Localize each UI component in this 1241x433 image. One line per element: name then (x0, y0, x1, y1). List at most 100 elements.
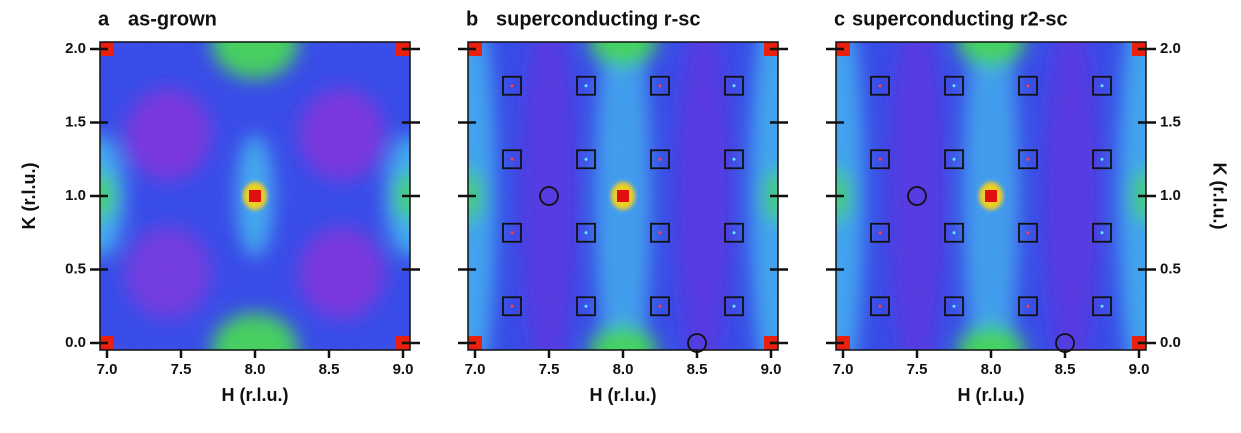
square-marker (870, 222, 890, 243)
y-tick-label: 0.5 (1160, 260, 1181, 277)
marker-dot (584, 84, 588, 88)
peak (985, 190, 997, 202)
square-marker (944, 75, 964, 96)
circle-marker (539, 186, 559, 206)
marker-dot (510, 84, 514, 88)
square-marker (650, 296, 670, 317)
square-marker (944, 222, 964, 243)
x-tick-label: 8.0 (613, 361, 634, 378)
marker-dot (732, 84, 736, 88)
panel-letter: a (98, 8, 110, 30)
panel-title: superconducting r2-sc (852, 8, 1068, 30)
marker-dot (658, 231, 662, 235)
marker-dot (1026, 231, 1030, 235)
square-marker (724, 296, 744, 317)
heatmap (836, 42, 1146, 350)
marker-dot (952, 84, 956, 88)
y-tick-label: 0.0 (1160, 334, 1181, 351)
square-marker (502, 296, 522, 317)
square-marker (1018, 75, 1038, 96)
y-tick-label: 2.0 (1160, 40, 1181, 57)
y-tick-label: 1.0 (65, 187, 86, 204)
square-marker (1018, 149, 1038, 170)
square-marker (1092, 222, 1112, 243)
marker-dot (510, 157, 514, 161)
x-tick-label: 9.0 (1129, 361, 1150, 378)
marker-dot (1100, 304, 1104, 308)
square-marker (944, 296, 964, 317)
y-tick-label: 1.5 (1160, 113, 1181, 130)
square-marker (502, 222, 522, 243)
panel: 7.0 7.5 8.0 8.5 9.0 0.0 0.5 1.0 1.5 2.0 H (r.l.u.)… (826, 8, 1229, 405)
panel-title: superconducting r-sc (496, 8, 700, 30)
marker-dot (732, 231, 736, 235)
x-tick-label: 9.0 (761, 361, 782, 378)
marker-dot (878, 157, 882, 161)
square-marker (576, 149, 596, 170)
x-axis-label: H (r.l.u.) (958, 385, 1025, 405)
x-tick-label: 7.5 (907, 361, 928, 378)
square-marker (944, 149, 964, 170)
peak (617, 190, 629, 202)
square-marker (724, 222, 744, 243)
x-tick-label: 7.0 (465, 361, 486, 378)
marker-dot (878, 304, 882, 308)
panel-letter: b (466, 8, 478, 30)
x-tick-label: 7.5 (539, 361, 560, 378)
square-marker (502, 149, 522, 170)
x-tick-label: 7.0 (97, 361, 118, 378)
y-tick-label: 0.5 (65, 260, 86, 277)
square-marker (870, 75, 890, 96)
square-marker (1092, 75, 1112, 96)
y-tick-label: 0.0 (65, 334, 86, 351)
square-marker (1018, 296, 1038, 317)
square-marker (1092, 296, 1112, 317)
x-tick-label: 8.5 (1055, 361, 1076, 378)
y-axis-label: K (r.l.u.) (1209, 163, 1229, 230)
square-marker (724, 149, 744, 170)
marker-dot (584, 157, 588, 161)
panel: 7.0 7.5 8.0 8.5 9.0 H (r.l.u.) b superconductin… (458, 8, 788, 405)
marker-dot (510, 304, 514, 308)
marker-dot (952, 304, 956, 308)
square-marker (576, 75, 596, 96)
x-tick-label: 8.5 (687, 361, 708, 378)
y-tick-label: 2.0 (65, 40, 86, 57)
panel: 7.0 7.5 8.0 8.5 9.0 0.0 0.5 1.0 1.5 2.0 H (r.l.u.)… (19, 8, 420, 405)
square-marker (502, 75, 522, 96)
marker-dot (1100, 84, 1104, 88)
circle-marker (687, 333, 707, 353)
y-axis-label: K (r.l.u.) (19, 162, 39, 229)
y-tick-label: 1.5 (65, 113, 86, 130)
marker-dot (1026, 84, 1030, 88)
square-marker (650, 149, 670, 170)
square-marker (1092, 149, 1112, 170)
square-marker (1018, 222, 1038, 243)
x-tick-label: 8.5 (319, 361, 340, 378)
peak (249, 190, 261, 202)
marker-dot (1026, 157, 1030, 161)
peaks (836, 42, 1146, 350)
marker-dot (952, 157, 956, 161)
circle-marker (1055, 333, 1075, 353)
panel-letter: c (834, 8, 845, 30)
marker-dot (510, 231, 514, 235)
marker-dot (1026, 304, 1030, 308)
x-tick-label: 8.0 (981, 361, 1002, 378)
marker-dot (1100, 157, 1104, 161)
marker-dot (658, 84, 662, 88)
marker-dot (732, 157, 736, 161)
marker-dot (732, 304, 736, 308)
square-marker (650, 75, 670, 96)
marker-dot (584, 231, 588, 235)
marker-dot (878, 231, 882, 235)
square-marker (724, 75, 744, 96)
x-axis-label: H (r.l.u.) (222, 385, 289, 405)
heatmap (468, 42, 778, 350)
marker-dot (658, 157, 662, 161)
circle-marker (907, 186, 927, 206)
panel-title: as-grown (128, 8, 217, 30)
marker-dot (584, 304, 588, 308)
